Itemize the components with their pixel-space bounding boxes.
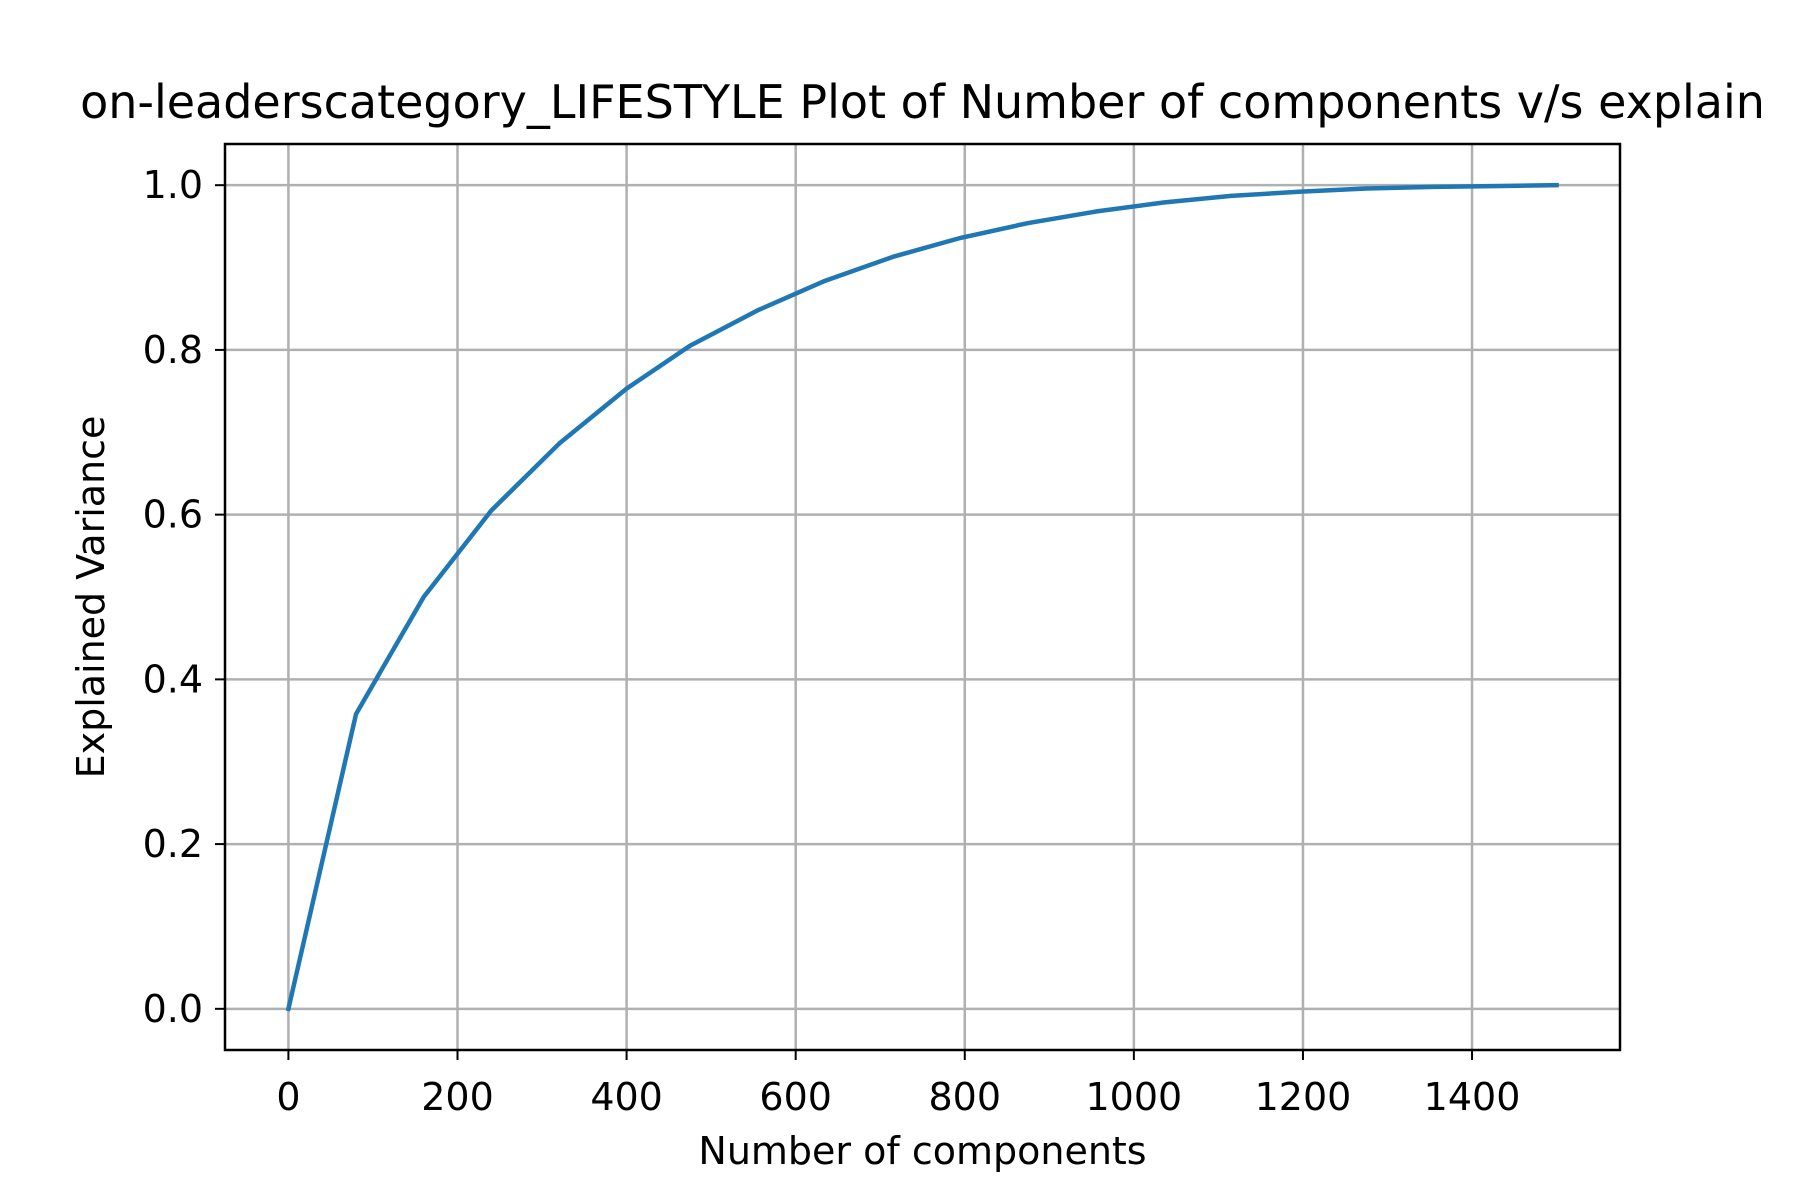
x-axis-label: Number of components bbox=[698, 1129, 1146, 1173]
series-layer bbox=[285, 182, 1559, 1012]
x-tick-label: 800 bbox=[929, 1075, 1002, 1119]
x-tick-label: 200 bbox=[421, 1075, 494, 1119]
chart-title: on-leaderscategory_LIFESTYLE Plot of Num… bbox=[80, 75, 1765, 129]
y-tick-label: 0.6 bbox=[143, 493, 203, 537]
y-axis-label: Explained Variance bbox=[69, 416, 113, 779]
x-tick-label: 600 bbox=[759, 1075, 832, 1119]
x-tick-label: 400 bbox=[590, 1075, 663, 1119]
y-tick-label: 0.8 bbox=[143, 328, 203, 372]
axes-frame bbox=[223, 142, 1622, 1052]
y-tick-label: 0.2 bbox=[143, 822, 203, 866]
series-line bbox=[285, 182, 1559, 1012]
grid bbox=[225, 144, 1620, 1050]
x-tick-label: 1000 bbox=[1086, 1075, 1183, 1119]
x-tick-label: 1200 bbox=[1255, 1075, 1352, 1119]
x-tick-label: 0 bbox=[276, 1075, 300, 1119]
ticks: 0 200 400 600 800 1000 1200 1400 0.0 0.2 0.4 0.6 0.8… bbox=[143, 163, 1521, 1119]
y-tick-label: 0.4 bbox=[143, 657, 203, 701]
y-tick-label: 0.0 bbox=[143, 987, 203, 1031]
y-tick-label: 1.0 bbox=[143, 163, 203, 207]
x-tick-label: 1400 bbox=[1424, 1075, 1521, 1119]
